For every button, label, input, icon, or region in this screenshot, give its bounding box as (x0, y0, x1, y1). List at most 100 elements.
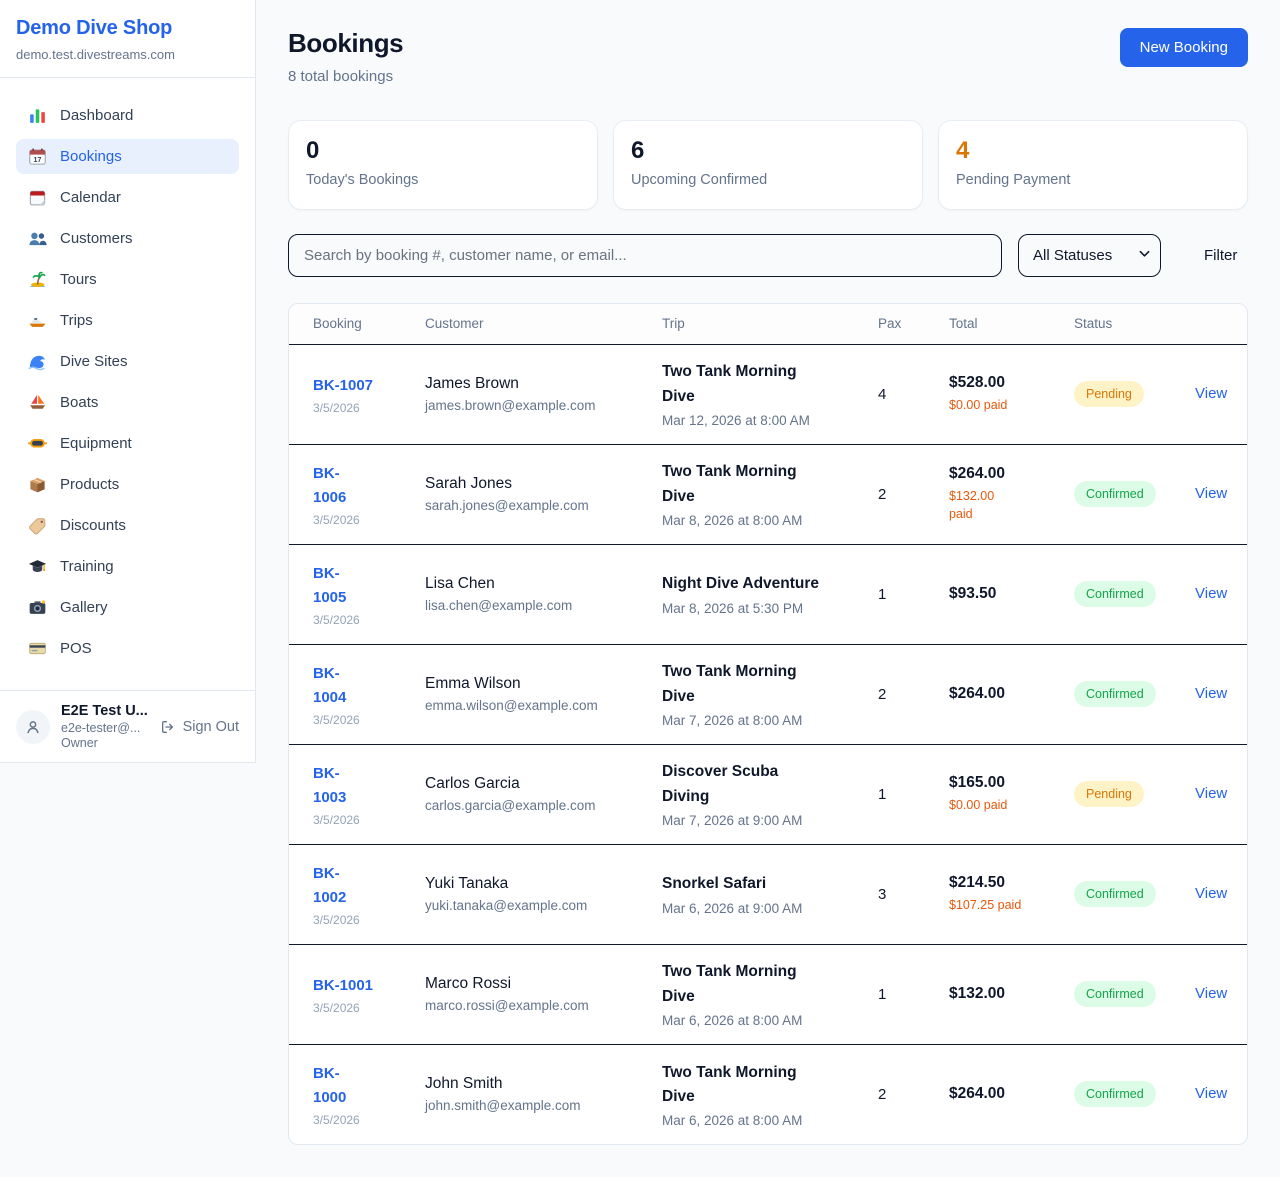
booking-id-line: BK-1001 (313, 976, 374, 994)
customer-email: yuki.tanaka@example.com (425, 898, 588, 913)
booking-id-link[interactable]: BK- 1002 (313, 862, 417, 910)
booking-id-line: BK- (313, 864, 340, 882)
sidebar-item-label: Products (60, 476, 120, 493)
column-header: Total (949, 304, 1074, 344)
table-row: BK-1001 3/5/2026 Marco Rossi marco.rossi@ex… (289, 944, 1247, 1044)
customer-name: Carlos Garcia (425, 775, 520, 792)
sign-out-button[interactable]: Sign Out (160, 719, 239, 735)
filter-button[interactable]: Filter (1194, 247, 1247, 264)
view-link[interactable]: View (1195, 485, 1228, 502)
sidebar-item-trips[interactable]: Trips (16, 303, 239, 338)
booking-id-link[interactable]: BK-1007 (313, 374, 417, 398)
user-email: e2e-tester@... (61, 721, 141, 735)
booking-id-link[interactable]: BK- 1003 (313, 762, 417, 810)
paid-amount: $0.00 paid (949, 796, 1066, 814)
user-info: E2E Test U... e2e-tester@... Owner (61, 703, 149, 750)
column-header: Customer (425, 304, 662, 344)
pax-count: 2 (878, 685, 887, 703)
svg-text:17: 17 (34, 156, 42, 164)
shop-title: Demo Dive Shop (16, 17, 173, 39)
stat-label: Pending Payment (956, 172, 1071, 188)
bookings-calendar-icon: 17 (28, 147, 47, 166)
sidebar-item-label: Calendar (60, 189, 121, 206)
page-header: Bookings 8 total bookings New Booking (288, 28, 1248, 85)
pax-count: 3 (878, 885, 887, 903)
sidebar-item-dashboard[interactable]: Dashboard (16, 98, 239, 133)
page-subtitle: 8 total bookings (288, 68, 394, 85)
training-cap-icon (28, 557, 47, 576)
sidebar-nav: Dashboard 17 Bookings Calendar Customers Tour… (0, 78, 255, 690)
view-link[interactable]: View (1195, 885, 1228, 902)
trip-name-line: Night Dive Adventure (662, 575, 820, 593)
status-badge: Confirmed (1074, 681, 1156, 707)
tours-island-icon (28, 270, 47, 289)
sidebar-item-tours[interactable]: Tours (16, 262, 239, 297)
booking-id-link[interactable]: BK- 1006 (313, 462, 417, 510)
customer-name: John Smith (425, 1075, 503, 1093)
status-badge: Confirmed (1074, 981, 1156, 1007)
column-header: Status (1074, 304, 1195, 344)
trip-name-line: Two Tank Morning (662, 963, 797, 981)
stat-value: 0 (306, 137, 320, 164)
sidebar-item-equipment[interactable]: Equipment (16, 426, 239, 461)
total-amount: $264.00 (949, 685, 1006, 702)
new-booking-button[interactable]: New Booking (1119, 28, 1248, 67)
paid-amount-line: $107.25 paid (949, 897, 1022, 912)
table-row: BK- 1002 3/5/2026 Yuki Tanaka yuki.tanaka@ex… (289, 844, 1247, 944)
booking-id-link[interactable]: BK- 1005 (313, 562, 417, 610)
customers-icon (28, 229, 47, 248)
pax-count: 1 (878, 785, 887, 803)
sidebar-item-calendar[interactable]: Calendar (16, 180, 239, 215)
sidebar-item-customers[interactable]: Customers (16, 221, 239, 256)
booking-id-line: BK- (313, 764, 340, 782)
sidebar-item-dive-sites[interactable]: Dive Sites (16, 344, 239, 379)
customer-name: Marco Rossi (425, 975, 512, 992)
total-amount: $214.50 (949, 873, 1006, 891)
stat-card: 6 Upcoming Confirmed (613, 120, 923, 210)
customer-name: Sarah Jones (425, 475, 513, 492)
sidebar-item-discounts[interactable]: Discounts (16, 508, 239, 543)
sidebar: Demo Dive Shop demo.test.divestreams.com… (0, 0, 256, 763)
sidebar-item-training[interactable]: Training (16, 549, 239, 584)
status-badge: Pending (1074, 781, 1144, 807)
booking-date: 3/5/2026 (313, 1000, 360, 1015)
trip-datetime: Mar 6, 2026 at 8:00 AM (662, 1012, 803, 1028)
booking-id-line: BK- (313, 464, 340, 482)
booking-date: 3/5/2026 (313, 812, 360, 827)
view-link[interactable]: View (1195, 385, 1228, 402)
sidebar-item-boats[interactable]: Boats (16, 385, 239, 420)
pax-count: 1 (878, 585, 887, 603)
booking-id-link[interactable]: BK- 1004 (313, 662, 417, 710)
sidebar-item-products[interactable]: Products (16, 467, 239, 502)
sidebar-item-label: Bookings (60, 148, 122, 165)
trip-name-line: Dive (662, 987, 695, 1005)
search-input[interactable] (288, 234, 1002, 277)
sidebar-item-gallery[interactable]: Gallery (16, 590, 239, 625)
filter-row: All Statuses Filter (288, 234, 1248, 277)
paid-amount-line: $0.00 paid (949, 397, 1008, 412)
stat-card: 0 Today's Bookings (288, 120, 598, 210)
booking-date: 3/5/2026 (313, 612, 360, 627)
status-badge: Confirmed (1074, 481, 1156, 507)
sidebar-item-label: Boats (60, 394, 99, 411)
trip-name-line: Dive (662, 687, 695, 705)
status-select[interactable]: All Statuses (1018, 234, 1161, 277)
sidebar-item-pos[interactable]: POS (16, 631, 239, 666)
trip-name-line: Diving (662, 787, 710, 805)
sidebar-item-bookings[interactable]: 17 Bookings (16, 139, 239, 174)
view-link[interactable]: View (1195, 1085, 1228, 1103)
view-link[interactable]: View (1195, 685, 1228, 702)
trip-datetime: Mar 7, 2026 at 9:00 AM (662, 812, 803, 828)
view-link[interactable]: View (1195, 785, 1228, 802)
sidebar-item-label: POS (60, 640, 92, 657)
sidebar-item-label: Equipment (60, 435, 132, 452)
table-header: Booking Customer Trip Pax Total Status (289, 304, 1247, 344)
view-link[interactable]: View (1195, 985, 1228, 1002)
customer-email: carlos.garcia@example.com (425, 798, 596, 813)
view-link[interactable]: View (1195, 585, 1228, 602)
booking-id-link[interactable]: BK- 1000 (313, 1062, 417, 1110)
column-header: Pax (878, 304, 949, 344)
logout-icon (161, 720, 173, 733)
booking-id-link[interactable]: BK-1001 (313, 974, 417, 998)
trip-name: Two Tank Morning Dive (662, 360, 870, 408)
